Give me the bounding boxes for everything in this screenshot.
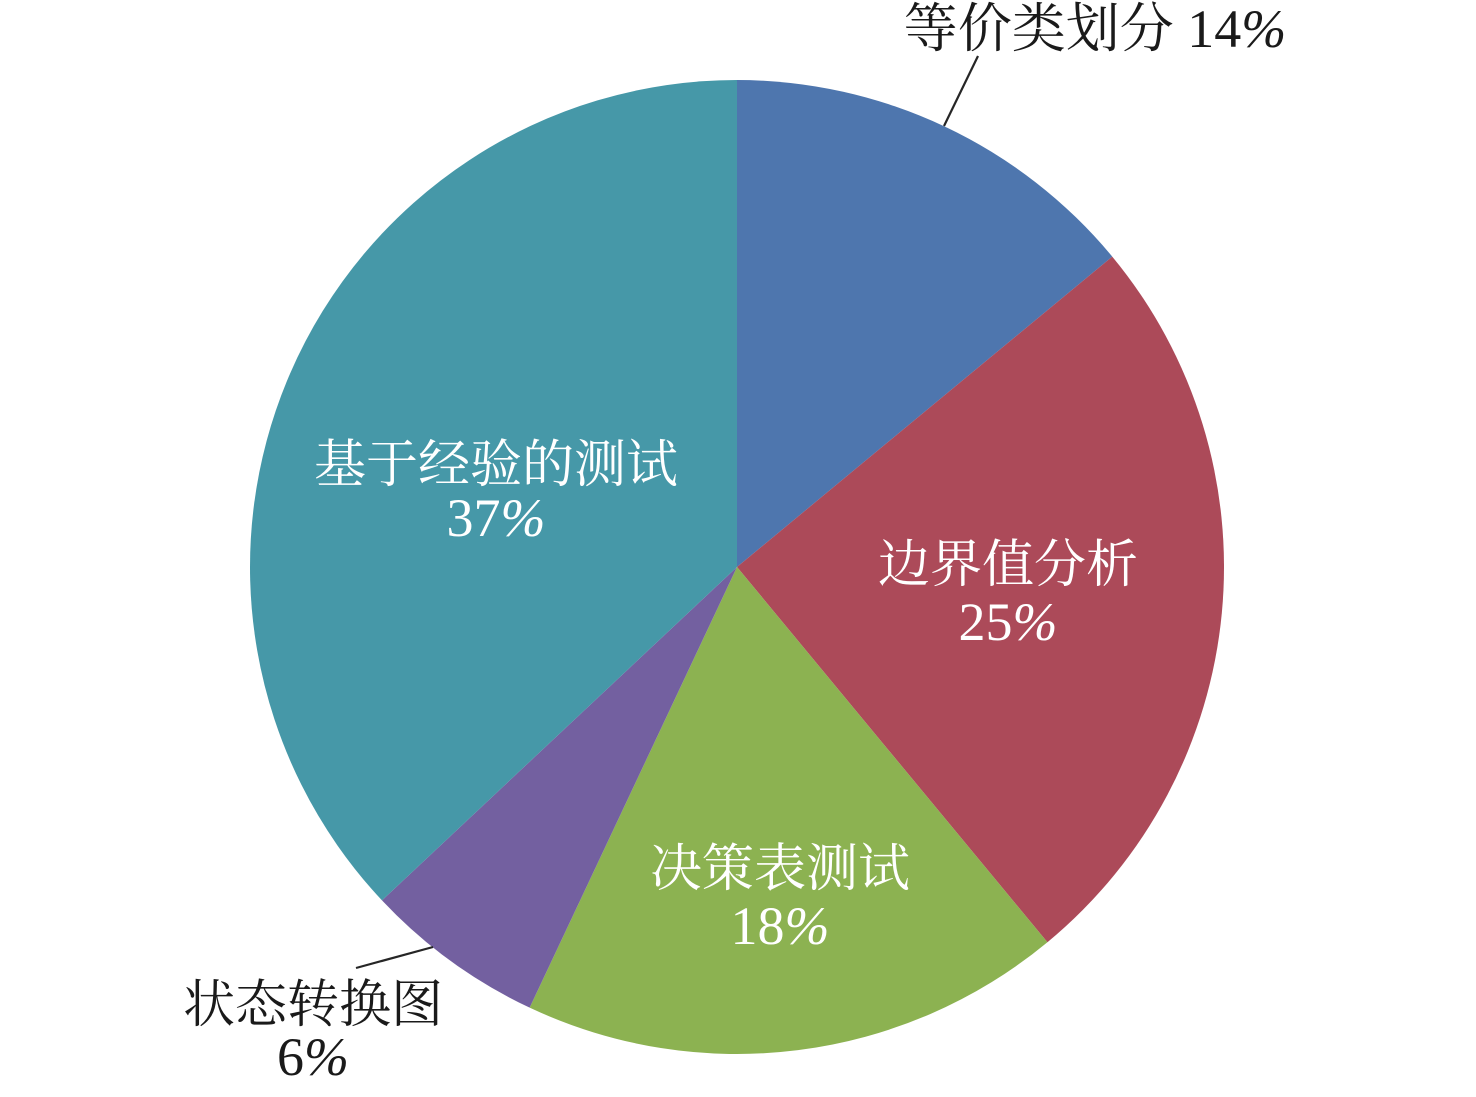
svg-text:决策表测试: 决策表测试: [650, 841, 910, 898]
svg-text:25%: 25%: [959, 592, 1058, 652]
svg-text:边界值分析: 边界值分析: [878, 537, 1138, 594]
svg-text:6%: 6%: [277, 1027, 349, 1087]
svg-text:18%: 18%: [731, 896, 830, 956]
svg-text:状态转换图: 状态转换图: [183, 977, 443, 1034]
svg-text:等价类划分 14%: 等价类划分 14%: [904, 0, 1286, 59]
svg-text:基于经验的测试: 基于经验的测试: [314, 437, 678, 494]
svg-text:37%: 37%: [447, 488, 546, 548]
